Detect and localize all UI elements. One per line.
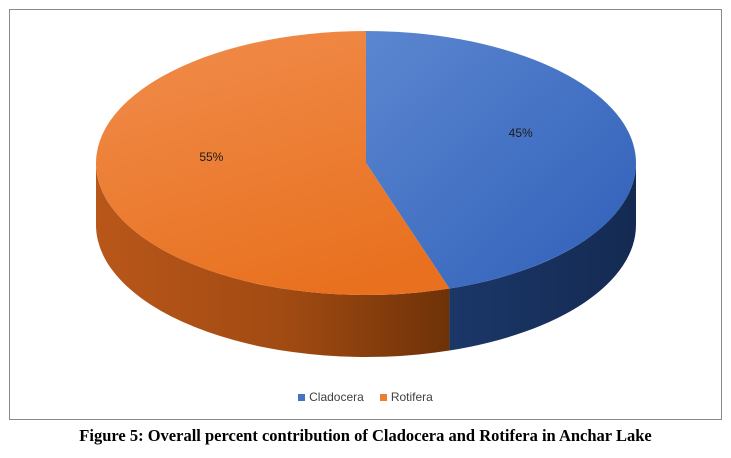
pie-side-cladocera bbox=[449, 163, 636, 351]
legend-item-cladocera: Cladocera bbox=[298, 390, 364, 404]
legend: Cladocera Rotifera bbox=[10, 390, 721, 404]
legend-swatch-rotifera bbox=[379, 393, 387, 401]
pie-slice-rotifera bbox=[95, 31, 450, 296]
pie-chart: 45% 55% bbox=[95, 31, 636, 357]
data-label-rotifera: 55% bbox=[199, 150, 223, 164]
pie-side-rotifera bbox=[96, 163, 450, 357]
data-label-cladocera: 45% bbox=[509, 126, 533, 140]
legend-swatch-cladocera bbox=[298, 393, 306, 401]
legend-label-rotifera: Rotifera bbox=[390, 390, 433, 404]
figure-caption: Figure 5: Overall percent contribution o… bbox=[79, 426, 652, 445]
pie-slice-cladocera bbox=[366, 31, 636, 289]
chart-area: 45% 55% Cladocera Rotifera bbox=[9, 9, 722, 420]
legend-label-cladocera: Cladocera bbox=[309, 390, 364, 404]
legend-item-rotifera: Rotifera bbox=[379, 390, 433, 404]
